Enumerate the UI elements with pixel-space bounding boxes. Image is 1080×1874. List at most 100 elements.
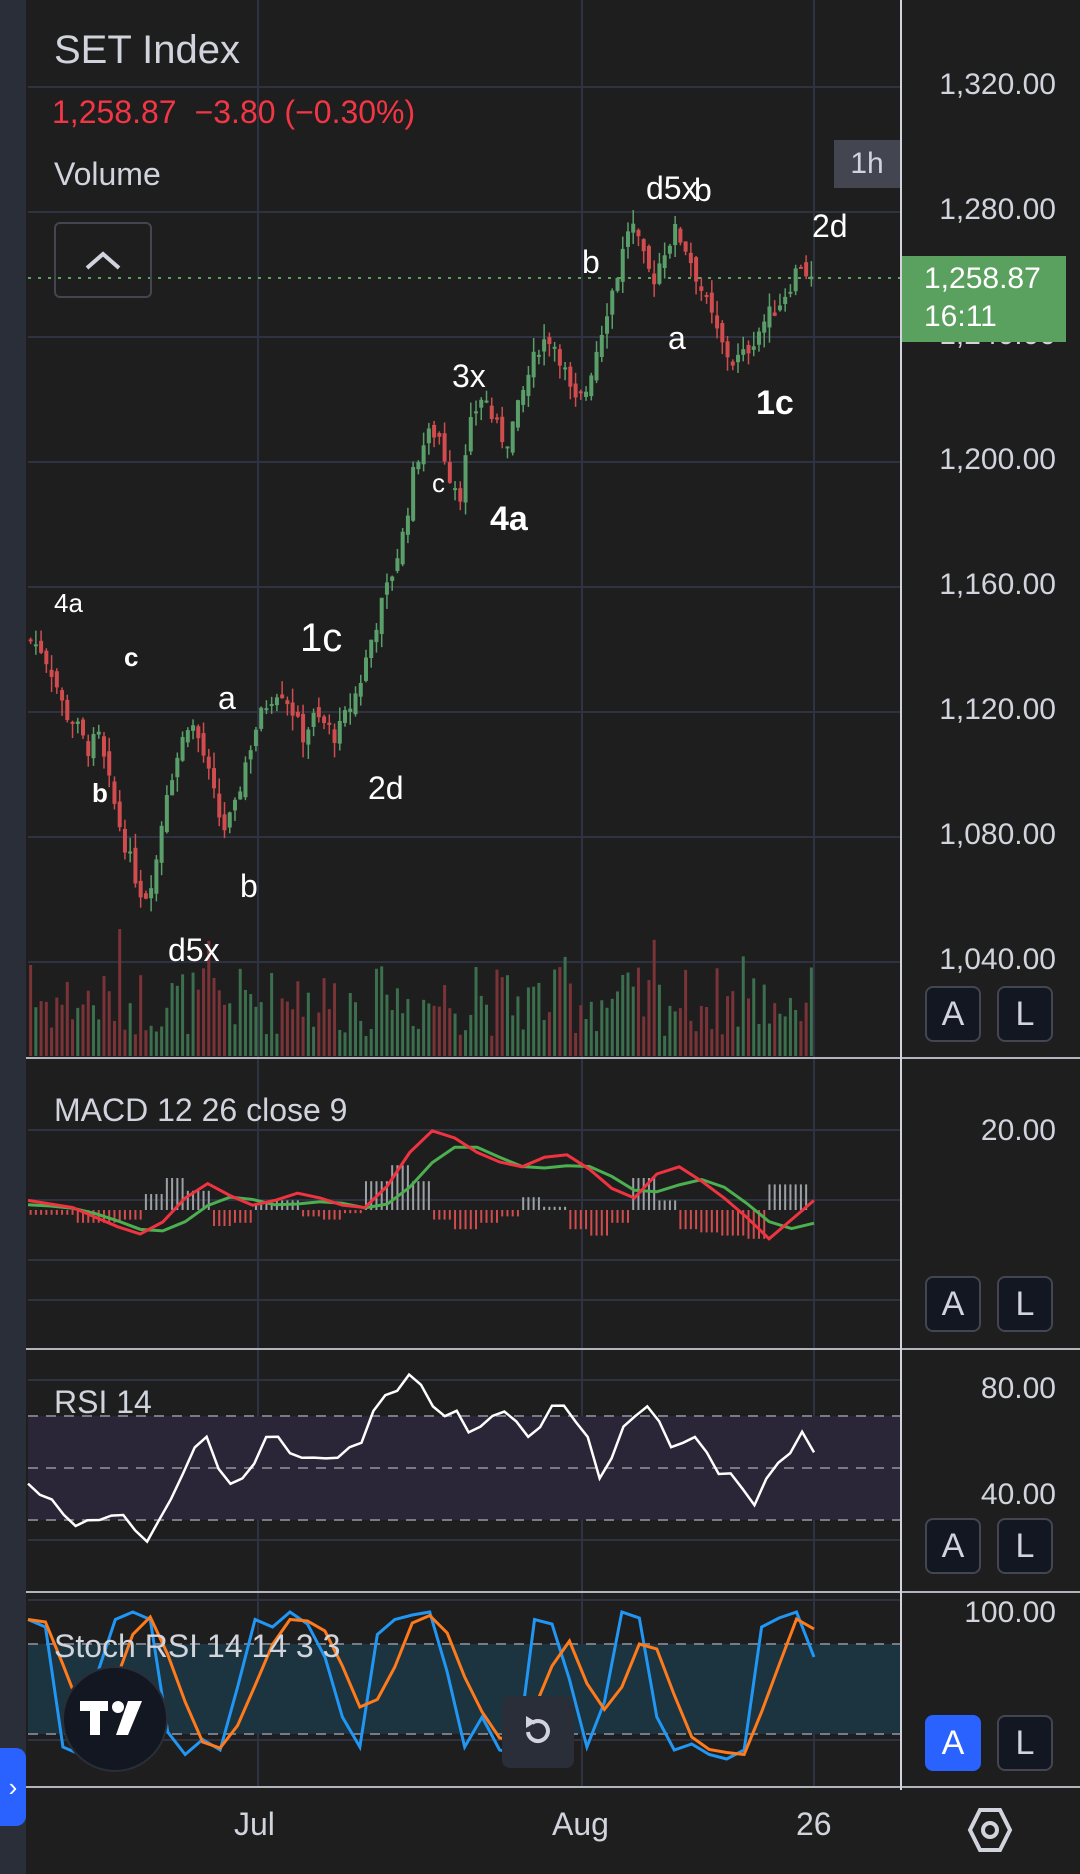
volume-bar — [118, 929, 122, 1056]
pane-separator-macd[interactable] — [26, 1057, 900, 1059]
candle-body — [531, 351, 536, 378]
wave-label[interactable]: a — [218, 680, 236, 716]
candle-body — [547, 337, 552, 345]
candle-body — [222, 814, 227, 831]
rsi-line — [27, 1372, 816, 1544]
candle-body — [117, 801, 122, 828]
candle-body — [253, 729, 258, 747]
candle-body — [709, 292, 714, 313]
candle-body — [44, 650, 49, 665]
candle-body — [615, 278, 620, 291]
wave-label[interactable]: 3x — [452, 358, 486, 394]
volume-bar — [223, 1004, 226, 1056]
candle-body — [170, 780, 175, 796]
reset-icon — [526, 1716, 550, 1743]
volume-bar — [804, 1002, 808, 1056]
candle-body — [426, 428, 431, 444]
wave-label[interactable]: 1c — [756, 384, 794, 422]
wave-label[interactable]: 2d — [812, 208, 848, 244]
wave-label[interactable]: b — [240, 868, 258, 904]
auto-scale-button[interactable]: A — [925, 1518, 981, 1574]
wave-label[interactable]: c — [432, 468, 445, 498]
wave-label[interactable]: a — [668, 320, 686, 356]
candle-body — [49, 669, 54, 677]
volume-bar — [694, 1031, 698, 1056]
volume-bar — [747, 998, 750, 1056]
candle-body — [91, 734, 96, 759]
volume-bar — [736, 1026, 740, 1056]
collapse-legend-button[interactable] — [54, 222, 152, 298]
volume-bar — [123, 1029, 127, 1056]
auto-scale-button[interactable]: A — [925, 1715, 981, 1771]
volume-bar — [264, 1034, 268, 1056]
volume-bar — [684, 969, 688, 1056]
volume-bar — [788, 997, 792, 1056]
volume-bar — [448, 1008, 452, 1056]
volume-bar — [757, 1023, 761, 1056]
volume-bar — [579, 1005, 583, 1056]
volume-bar — [563, 956, 567, 1056]
wave-label[interactable]: b — [92, 778, 108, 808]
volume-bar — [390, 1010, 394, 1056]
candle-body — [688, 252, 693, 264]
volume-bar — [238, 968, 242, 1056]
bar-countdown: 16:11 — [924, 300, 997, 333]
symbol-title[interactable]: SET Index — [54, 28, 241, 72]
log-scale-button[interactable]: L — [997, 986, 1053, 1042]
chart-settings-button[interactable] — [966, 1806, 1014, 1859]
log-scale-button[interactable]: L — [997, 1518, 1053, 1574]
auto-scale-button[interactable]: A — [925, 1276, 981, 1332]
stoch-d-line — [27, 1613, 815, 1757]
candle-body — [322, 716, 327, 724]
tradingview-logo[interactable] — [62, 1666, 168, 1772]
wave-label[interactable]: d5x — [168, 932, 220, 968]
candle-body — [395, 558, 400, 571]
volume-bar — [516, 996, 520, 1056]
rsi-legend[interactable]: RSI 14 — [54, 1384, 152, 1421]
pane-separator-stoch[interactable] — [26, 1591, 900, 1593]
wave-label[interactable]: d5x — [646, 170, 698, 206]
volume-bar — [731, 991, 735, 1056]
volume-bar — [678, 1008, 682, 1056]
volume-bar — [133, 1034, 137, 1056]
price-axis-separator[interactable] — [900, 0, 902, 1790]
volume-bar — [112, 1020, 116, 1056]
candle-body — [804, 262, 809, 277]
volume-bar — [443, 985, 447, 1056]
open-drawer-button[interactable]: › — [0, 1748, 26, 1826]
wave-label[interactable]: 4a — [54, 588, 83, 618]
timeframe-badge[interactable]: 1h — [834, 140, 900, 188]
candle-body — [536, 354, 541, 357]
macd-legend[interactable]: MACD 12 26 close 9 — [54, 1092, 347, 1129]
macd-axis-tick: 20.00 — [980, 1114, 1056, 1147]
volume-bar — [322, 978, 326, 1056]
candle-body — [746, 344, 751, 354]
stoch-legend[interactable]: Stoch RSI 14 14 3 3 — [54, 1628, 340, 1665]
volume-bar — [610, 998, 614, 1056]
wave-label[interactable]: 2d — [368, 770, 404, 806]
wave-label[interactable]: 4a — [490, 500, 528, 538]
wave-label[interactable]: c — [124, 642, 139, 672]
stoch-axis-tick: 100.00 — [964, 1596, 1056, 1629]
candle-body — [578, 391, 583, 394]
pane-separator-rsi[interactable] — [26, 1348, 900, 1350]
auto-scale-button[interactable]: A — [925, 986, 981, 1042]
volume-bar — [469, 1014, 473, 1056]
candle-body — [70, 721, 75, 724]
volume-legend[interactable]: Volume — [54, 156, 161, 192]
reset-chart-button[interactable] — [502, 1696, 574, 1768]
candle-body — [369, 639, 374, 659]
wave-label[interactable]: b — [582, 244, 600, 280]
wave-label[interactable]: 1c — [300, 616, 343, 660]
candle-body — [264, 708, 269, 711]
candle-body — [217, 793, 222, 818]
log-scale-button[interactable]: L — [997, 1715, 1053, 1771]
candle-body — [458, 488, 463, 502]
wave-label[interactable]: b — [694, 172, 712, 208]
volume-bar — [128, 1003, 132, 1056]
log-scale-button[interactable]: L — [997, 1276, 1053, 1332]
price-tick: 1,280.00 — [939, 193, 1056, 226]
volume-bar — [600, 1000, 604, 1056]
